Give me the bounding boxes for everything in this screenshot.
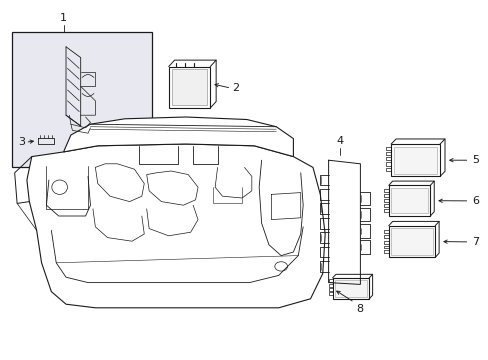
Bar — [12, 32, 151, 167]
Text: 4: 4 — [336, 136, 343, 146]
Text: 5: 5 — [471, 155, 478, 165]
Ellipse shape — [52, 180, 67, 194]
Text: 2: 2 — [232, 83, 239, 93]
Polygon shape — [95, 164, 144, 202]
Bar — [388, 185, 429, 216]
Bar — [393, 147, 436, 174]
Text: 3: 3 — [19, 137, 25, 147]
Bar — [171, 69, 207, 105]
Bar — [390, 228, 432, 255]
Text: 7: 7 — [471, 237, 478, 247]
Polygon shape — [146, 171, 198, 205]
Polygon shape — [27, 144, 325, 308]
Polygon shape — [63, 117, 293, 157]
Bar — [390, 188, 427, 213]
Circle shape — [274, 262, 287, 271]
Bar — [168, 67, 210, 108]
Text: 8: 8 — [355, 304, 362, 314]
Bar — [334, 280, 366, 297]
Bar — [332, 278, 368, 299]
Bar — [388, 226, 434, 257]
Bar — [390, 144, 439, 176]
Text: 1: 1 — [60, 13, 67, 23]
Text: 6: 6 — [471, 196, 478, 206]
